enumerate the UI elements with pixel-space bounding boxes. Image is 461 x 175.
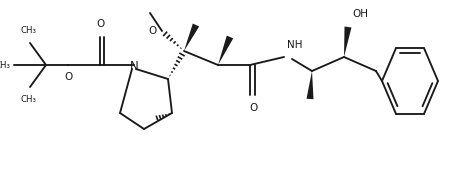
Text: O: O	[64, 72, 72, 82]
Polygon shape	[184, 23, 199, 51]
Text: CH₃: CH₃	[0, 61, 10, 69]
Text: CH₃: CH₃	[20, 26, 36, 35]
Polygon shape	[218, 36, 233, 65]
Text: N: N	[130, 60, 138, 72]
Polygon shape	[307, 71, 313, 99]
Text: OH: OH	[352, 9, 368, 19]
Text: O: O	[96, 19, 104, 29]
Polygon shape	[344, 27, 351, 57]
Text: O: O	[149, 26, 157, 36]
Text: NH: NH	[287, 40, 302, 50]
Text: CH₃: CH₃	[20, 95, 36, 104]
Text: O: O	[249, 103, 257, 113]
